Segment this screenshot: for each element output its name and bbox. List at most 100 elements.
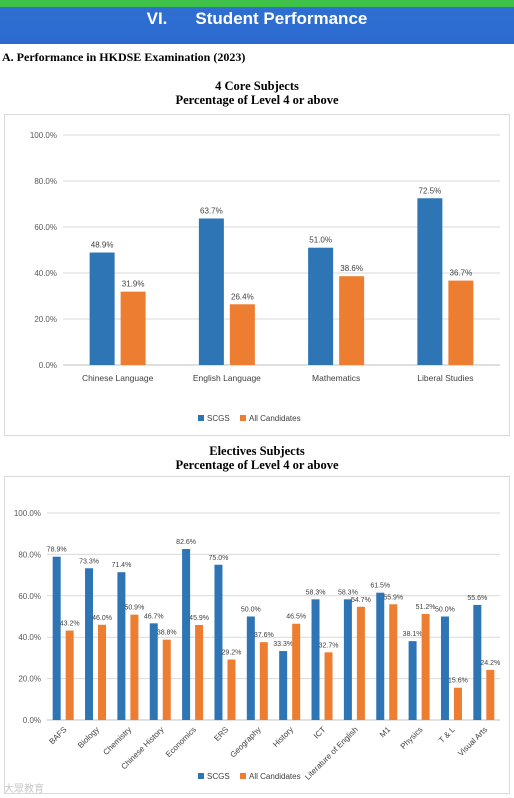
elective-bar-all <box>356 606 365 720</box>
section-number: VI. <box>146 9 168 28</box>
elective-data-label: 46.0% <box>92 615 112 622</box>
core-y-tick-label: 20.0% <box>34 315 57 324</box>
elective-bar-scgs <box>85 568 94 720</box>
elective-data-label: 38.8% <box>157 630 177 637</box>
core-data-label: 31.9% <box>122 280 145 289</box>
elective-data-label: 51.2% <box>416 604 436 611</box>
elective-y-tick-label: 40.0% <box>18 633 41 642</box>
elective-chart-title-block: Electives Subjects Percentage of Level 4… <box>0 444 514 472</box>
core-y-tick-label: 80.0% <box>34 177 57 186</box>
elective-data-label: 58.3% <box>338 589 358 596</box>
elective-category-label: Geography <box>228 725 262 759</box>
elective-category-label: Physics <box>399 725 425 751</box>
core-category-label: Chinese Language <box>82 373 154 383</box>
elective-chart-title: Electives Subjects <box>209 444 305 458</box>
elective-bar-all <box>130 614 139 720</box>
core-y-tick-label: 40.0% <box>34 269 57 278</box>
core-data-label: 51.0% <box>309 236 332 245</box>
core-bar-all <box>229 304 255 365</box>
elective-legend-label-all: All Candidates <box>249 772 301 781</box>
core-bar-all <box>448 280 474 365</box>
core-chart-subtitle: Percentage of Level 4 or above <box>175 93 339 107</box>
elective-bar-scgs <box>408 641 417 720</box>
elective-bar-scgs <box>246 616 255 720</box>
elective-bar-scgs <box>149 623 158 720</box>
elective-data-label: 75.0% <box>209 555 229 562</box>
core-y-tick-label: 0.0% <box>39 361 57 370</box>
core-y-tick-label: 60.0% <box>34 223 57 232</box>
core-bar-all <box>120 291 146 365</box>
elective-data-label: 71.4% <box>111 562 131 569</box>
elective-data-label: 61.5% <box>370 583 390 590</box>
elective-category-label: T & L <box>437 725 457 745</box>
elective-bar-all <box>195 624 204 720</box>
elective-data-label: 82.6% <box>176 539 196 546</box>
elective-data-label: 29.2% <box>222 650 242 657</box>
elective-data-label: 58.3% <box>306 589 326 596</box>
elective-bar-scgs <box>376 592 385 720</box>
core-chart-title: 4 Core Subjects <box>215 79 299 93</box>
elective-bar-all <box>324 652 333 720</box>
elective-data-label: 46.5% <box>286 614 306 621</box>
elective-bar-all <box>259 642 268 720</box>
section-title: Student Performance <box>195 9 368 28</box>
elective-category-label: BAFS <box>47 725 68 746</box>
core-legend-swatch-scgs <box>198 415 204 421</box>
watermark-text: 大眾教育 <box>4 784 44 795</box>
elective-chart-frame: 0.0% 20.0% 40.0% 60.0% 80.0% 100.0% 78.9% 73.3%… <box>4 476 510 794</box>
core-data-label: 63.7% <box>200 206 223 215</box>
elective-bar-all <box>389 604 398 720</box>
core-data-label: 72.5% <box>419 186 442 195</box>
elective-data-label: 15.6% <box>448 678 468 685</box>
elective-bar-scgs <box>214 564 223 720</box>
core-chart-title-block: 4 Core Subjects Percentage of Level 4 or… <box>0 79 514 107</box>
elective-bar-all <box>98 624 107 720</box>
elective-bar-all <box>65 630 74 720</box>
core-chart-frame: 0.0% 20.0% 40.0% 60.0% 80.0% 100.0% 48.9% 63.7%… <box>4 114 510 436</box>
elective-bar-scgs <box>279 651 288 720</box>
core-bar-scgs <box>89 252 115 365</box>
elective-legend-swatch-all <box>240 773 246 779</box>
core-category-label: Liberal Studies <box>417 373 473 383</box>
elective-category-label: History <box>271 725 295 749</box>
elective-bar-all <box>486 669 495 720</box>
elective-data-label: 24.2% <box>480 660 500 667</box>
core-data-label: 36.7% <box>450 269 473 278</box>
elective-data-label: 32.7% <box>319 642 339 649</box>
core-category-label: English Language <box>193 373 261 383</box>
elective-bar-scgs <box>52 556 61 720</box>
elective-data-label: 50.0% <box>241 607 261 614</box>
section-banner: VI. Student Performance <box>0 0 514 44</box>
core-data-label: 26.4% <box>231 292 254 301</box>
elective-data-label: 33.3% <box>273 641 293 648</box>
elective-chart-subtitle: Percentage of Level 4 or above <box>175 458 339 472</box>
elective-data-label: 43.2% <box>60 621 80 628</box>
core-y-tick-label: 100.0% <box>30 131 57 140</box>
elective-data-label: 50.0% <box>435 607 455 614</box>
core-legend-label-all: All Candidates <box>249 414 301 423</box>
core-legend-label-scgs: SCGS <box>207 414 230 423</box>
core-bar-scgs <box>198 218 224 365</box>
elective-bar-scgs <box>473 604 482 720</box>
elective-data-label: 50.9% <box>124 605 144 612</box>
core-bar-scgs <box>417 198 443 365</box>
core-category-label: Mathematics <box>312 373 360 383</box>
core-subjects-chart: 0.0% 20.0% 40.0% 60.0% 80.0% 100.0% 48.9% 63.7%… <box>30 131 500 423</box>
elective-category-label: Economics <box>164 725 198 759</box>
section-heading: VI. Student Performance <box>0 9 514 29</box>
elective-legend-label-scgs: SCGS <box>207 772 230 781</box>
elective-category-label: M1 <box>378 725 393 740</box>
elective-data-label: 37.6% <box>254 632 274 639</box>
elective-bar-scgs <box>440 616 449 720</box>
elective-legend-swatch-scgs <box>198 773 204 779</box>
elective-bar-scgs <box>343 599 352 720</box>
elective-bar-all <box>292 623 301 720</box>
elective-bar-scgs <box>182 549 191 720</box>
elective-category-label: ICT <box>312 725 328 741</box>
core-bar-all <box>339 276 365 365</box>
core-data-label: 48.9% <box>91 241 114 250</box>
elective-bar-scgs <box>117 572 126 720</box>
core-legend-swatch-all <box>240 415 246 421</box>
elective-bar-all <box>227 659 236 720</box>
elective-data-label: 46.7% <box>144 613 164 620</box>
